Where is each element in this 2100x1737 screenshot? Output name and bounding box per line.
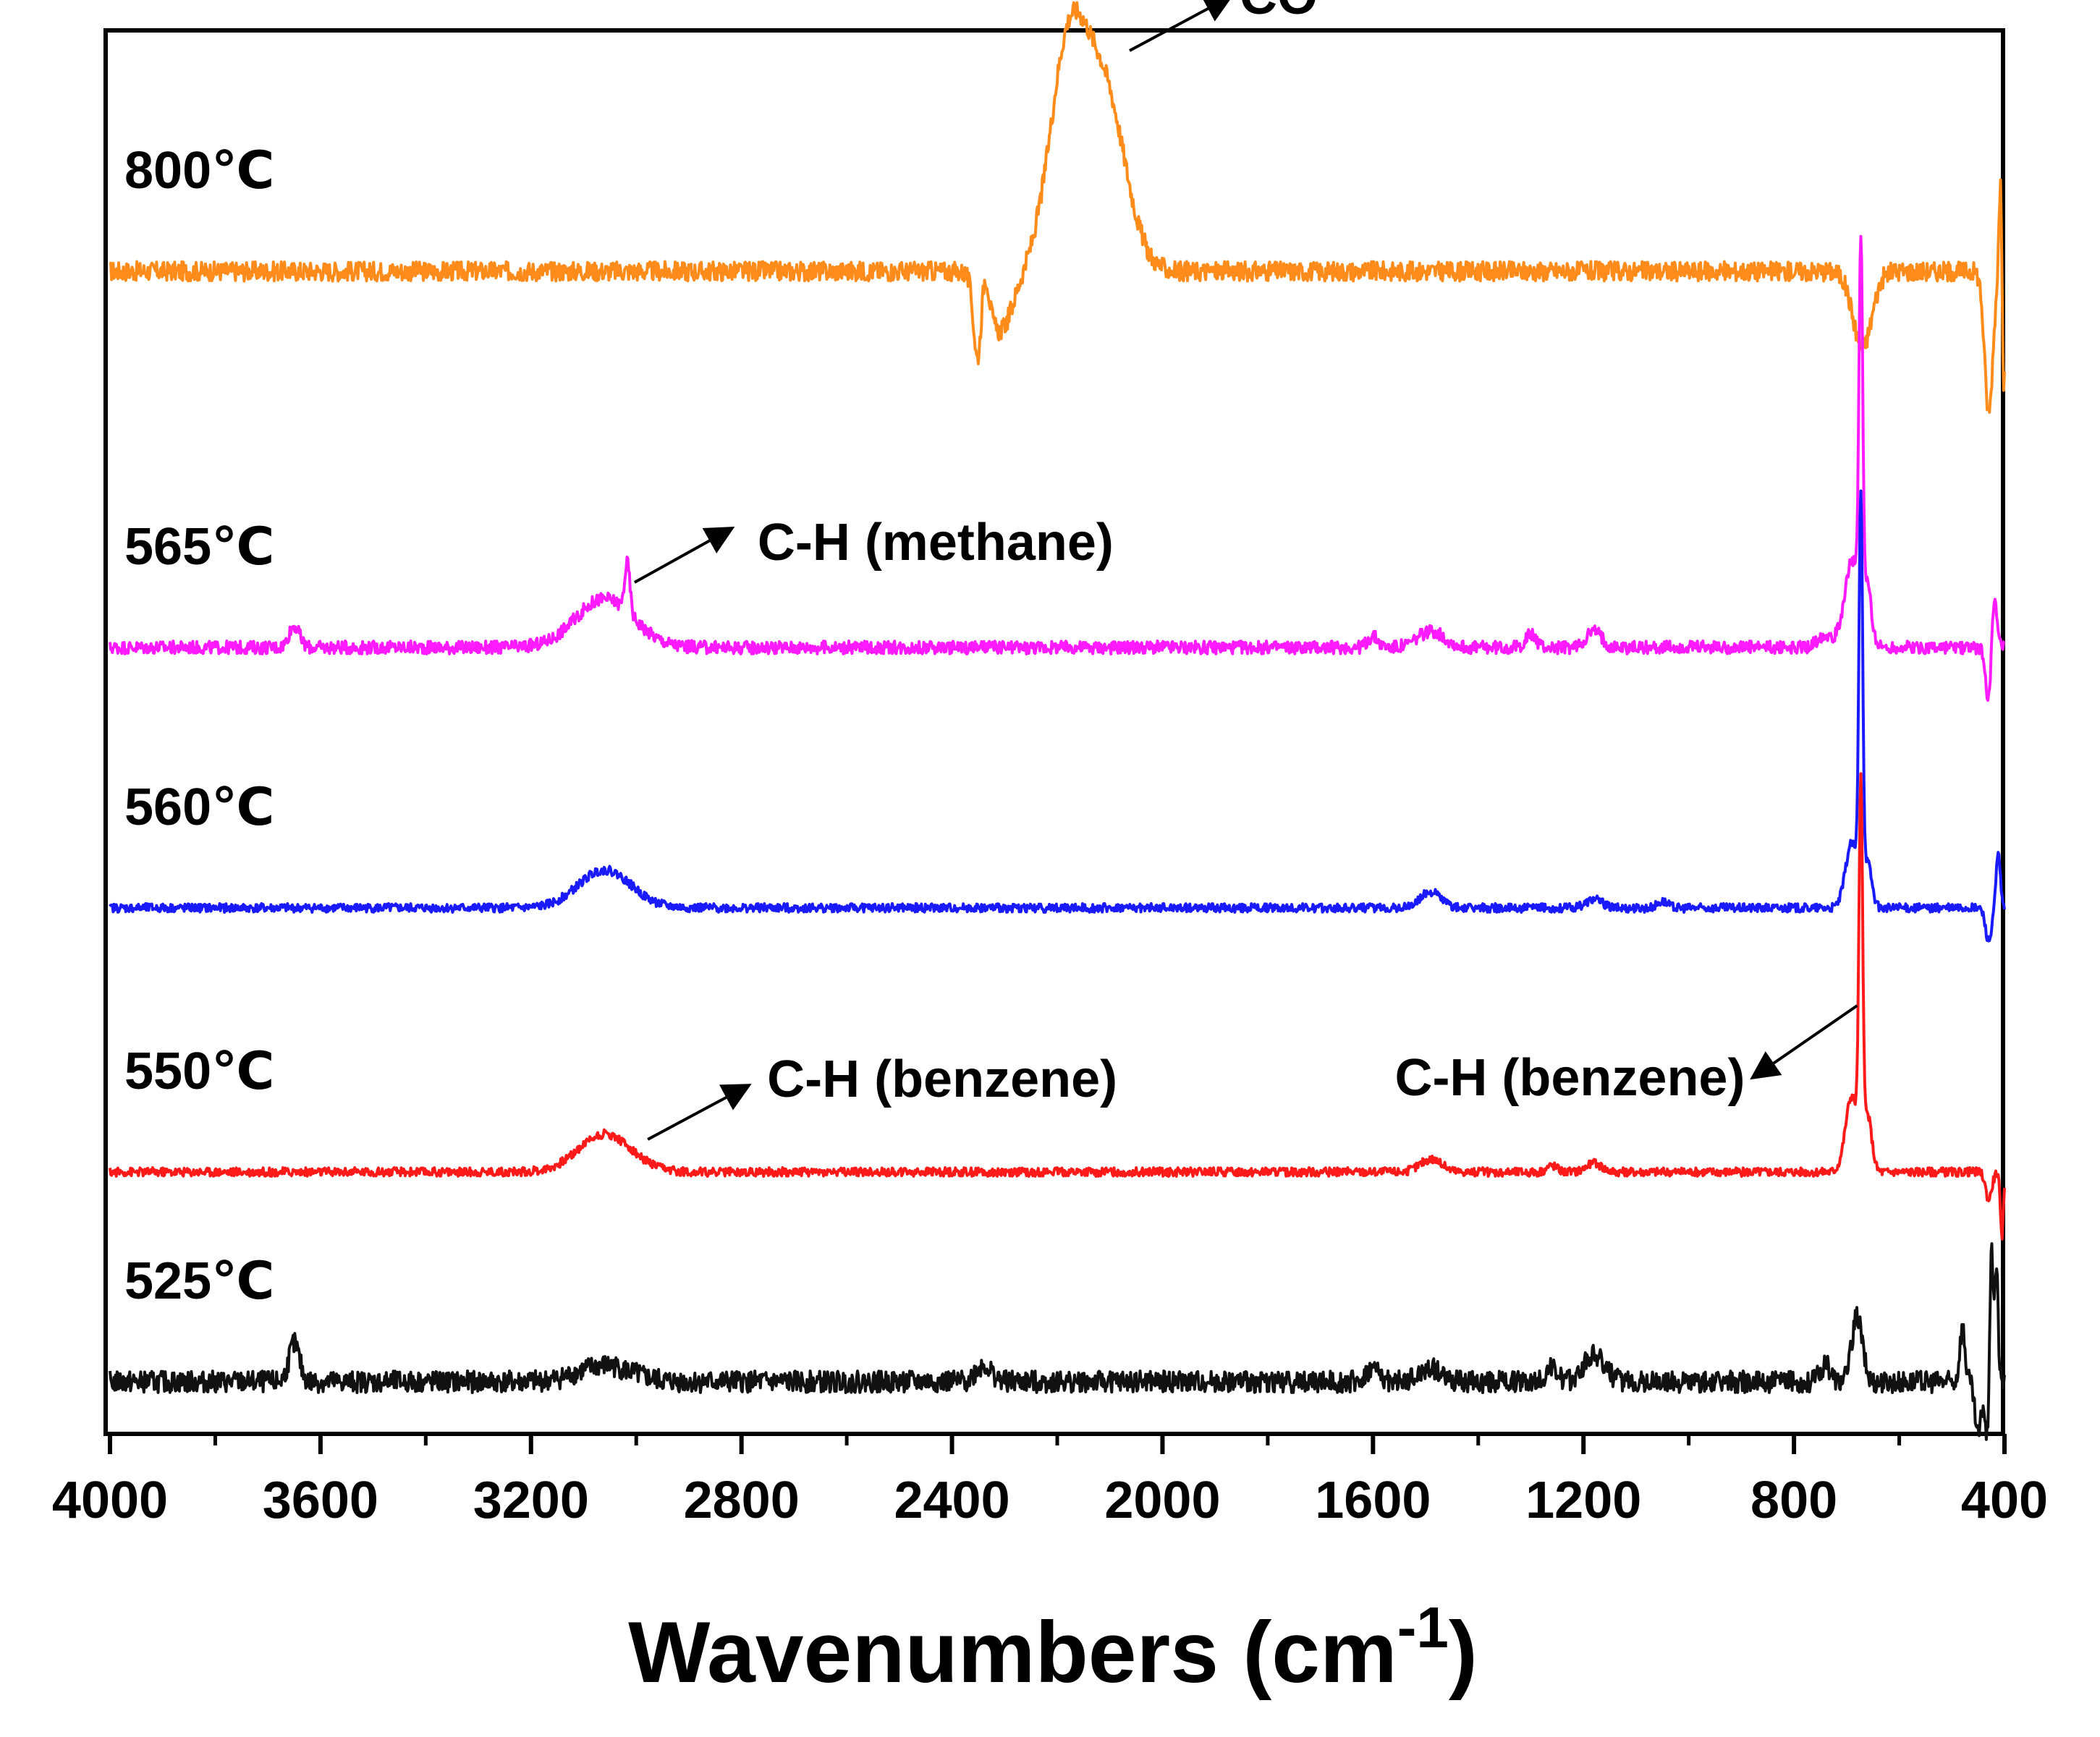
series-line-525 xyxy=(109,1242,2006,1441)
series-label-565: 565℃ xyxy=(124,518,274,576)
x-tick-label: 2800 xyxy=(684,1471,800,1529)
x-axis-title-text: Wavenumbers (cm xyxy=(628,1604,1397,1701)
series-line-550 xyxy=(109,772,2006,1241)
annotation-label: C-H (benzene) xyxy=(1394,1049,1745,1107)
annotation-label: C-H (benzene) xyxy=(767,1050,1117,1108)
series-layer xyxy=(109,1,2006,1441)
annotation-arrow xyxy=(1129,0,1234,52)
annotations: CO C-H (methane) C-H (benzene) C-H (benzene… xyxy=(633,0,1858,1141)
series-label-525: 525℃ xyxy=(124,1252,274,1310)
annotation-label: CO xyxy=(1240,0,1318,25)
x-tick-label: 2400 xyxy=(894,1471,1009,1529)
x-tick-label: 4000 xyxy=(52,1471,168,1529)
x-axis-title-sup: -1 xyxy=(1397,1595,1449,1660)
plot-frame xyxy=(103,28,2005,1436)
x-axis-title-close: ) xyxy=(1449,1604,1478,1701)
x-tick-label: 1200 xyxy=(1525,1471,1641,1529)
series-label-550: 550℃ xyxy=(124,1042,274,1100)
annotation-label: C-H (methane) xyxy=(758,514,1114,572)
series-labels: 800℃ 565℃ 560℃ 550℃ 525℃ xyxy=(124,142,274,1310)
annotation-arrow xyxy=(647,1084,752,1141)
x-tick-label: 2000 xyxy=(1104,1471,1220,1529)
x-axis: 4000 3600 3200 2800 2400 2000 1600 1200 800 400 xyxy=(52,1434,2048,1529)
x-tick-label: 800 xyxy=(1750,1471,1837,1529)
series-line-565 xyxy=(109,234,2006,702)
x-axis-title: Wavenumbers (cm-1) xyxy=(628,1595,1478,1701)
series-label-800: 800℃ xyxy=(124,142,274,200)
x-tick-label: 3600 xyxy=(263,1471,378,1529)
x-tick-label: 3200 xyxy=(473,1471,589,1529)
series-label-560: 560℃ xyxy=(124,778,274,836)
series-line-800 xyxy=(109,1,2006,414)
annotation-arrow xyxy=(633,527,735,584)
series-line-560 xyxy=(109,489,2006,943)
annotation-arrow xyxy=(1750,1004,1858,1080)
x-tick-label: 1600 xyxy=(1315,1471,1431,1529)
x-tick-label: 400 xyxy=(1961,1471,2048,1529)
